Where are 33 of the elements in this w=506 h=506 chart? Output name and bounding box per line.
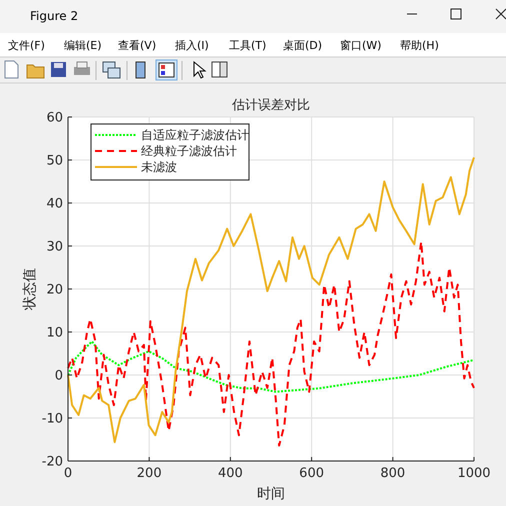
line-series xyxy=(67,156,475,444)
text: 编辑(E) xyxy=(64,39,102,52)
y-tick-label: -20 xyxy=(42,454,63,470)
x-tick-label: 1000 xyxy=(457,466,491,481)
line-series xyxy=(67,240,475,447)
y-tick-label: 30 xyxy=(46,240,63,255)
x-tick-label: 400 xyxy=(218,466,243,481)
x-axis-title: 时间 xyxy=(257,486,285,502)
y-tick-label: 20 xyxy=(46,282,63,298)
text: 工具(T) xyxy=(229,39,266,52)
x-tick-label: 200 xyxy=(136,466,162,481)
legend-label: 自适应粒子滤波估计 xyxy=(141,128,249,142)
text: 窗口(W) xyxy=(340,39,382,52)
text: 插入(I) xyxy=(175,39,209,52)
y-tick-label: 60 xyxy=(46,110,63,126)
legend-label: 未滤波 xyxy=(141,160,177,174)
x-tick-label: 800 xyxy=(380,466,406,481)
text: 桌面(D) xyxy=(283,39,322,52)
caption: Figure 2 xyxy=(30,9,78,23)
y-tick-label: 0 xyxy=(54,368,63,384)
chart-title: 估计误差对比 xyxy=(231,98,310,113)
y-tick-label: 10 xyxy=(46,326,63,341)
text: 查看(V) xyxy=(118,39,156,52)
text: 帮助(H) xyxy=(400,39,439,52)
text: 文件(F) xyxy=(8,39,45,52)
line-series xyxy=(67,340,475,393)
x-tick-label: 600 xyxy=(299,466,324,481)
y-tick-label: 50 xyxy=(46,154,63,169)
y-tick-label: 40 xyxy=(46,196,63,212)
y-tick-label: -10 xyxy=(42,412,63,427)
x-tick-label: 0 xyxy=(64,466,72,481)
y-axis-title: 状态值 xyxy=(22,268,38,311)
legend-label: 经典粒子滤波估计 xyxy=(141,144,237,158)
